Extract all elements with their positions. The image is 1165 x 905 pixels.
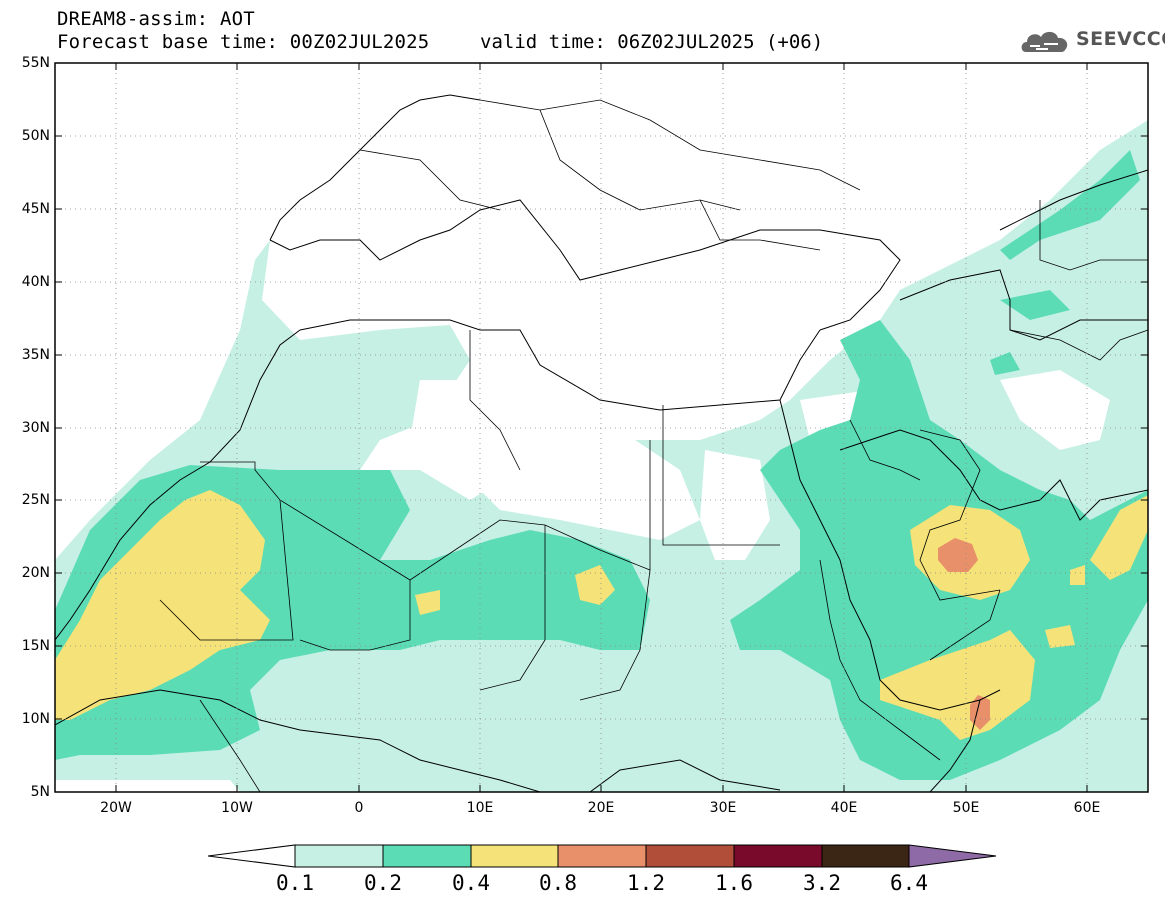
lon-label: 60E bbox=[1073, 800, 1101, 816]
lat-label: 55N bbox=[21, 55, 50, 71]
lat-label: 5N bbox=[30, 784, 50, 800]
colorbar-label: 1.6 bbox=[715, 871, 753, 895]
axis-ticks bbox=[55, 62, 1148, 792]
lon-label: 30E bbox=[709, 800, 737, 816]
colorbar-label: 0.4 bbox=[452, 871, 490, 895]
logo-text: SEEVCCC bbox=[1076, 28, 1165, 50]
lat-label: 25N bbox=[21, 492, 50, 508]
lat-label: 45N bbox=[21, 201, 50, 217]
lat-label: 50N bbox=[21, 128, 50, 144]
lon-label: 10W bbox=[221, 800, 253, 816]
lat-label: 15N bbox=[21, 638, 50, 654]
colorbar-under-arrow bbox=[207, 844, 296, 868]
colorbar-label: 0.1 bbox=[276, 871, 314, 895]
colorbar-box-5 bbox=[645, 844, 735, 868]
lat-label: 35N bbox=[21, 347, 50, 363]
lon-label: 10E bbox=[466, 800, 494, 816]
lat-label: 40N bbox=[21, 274, 50, 290]
cloud-icon bbox=[1021, 31, 1068, 52]
colorbar-over-arrow bbox=[908, 844, 997, 868]
colorbar-box-4 bbox=[557, 844, 647, 868]
colorbar bbox=[207, 844, 997, 868]
seevccc-logo: SEEVCCC bbox=[1018, 24, 1165, 60]
colorbar-label: 0.8 bbox=[539, 871, 577, 895]
lon-label: 20W bbox=[100, 800, 132, 816]
lat-label: 30N bbox=[21, 420, 50, 436]
map-title: DREAM8-assim: AOT bbox=[57, 8, 255, 30]
colorbar-label: 6.4 bbox=[890, 871, 928, 895]
graticule bbox=[55, 63, 1148, 792]
lon-label: 40E bbox=[830, 800, 858, 816]
lat-label: 20N bbox=[21, 565, 50, 581]
colorbar-label: 3.2 bbox=[803, 871, 841, 895]
lat-label: 10N bbox=[21, 711, 50, 727]
coastlines bbox=[55, 94, 1148, 792]
colorbar-label: 1.2 bbox=[627, 871, 665, 895]
forecast-base-time: Forecast base time: 00Z02JUL2025 bbox=[57, 31, 430, 53]
colorbar-box-1 bbox=[294, 844, 384, 868]
colorbar-box-6 bbox=[733, 844, 823, 868]
colorbar-label: 0.2 bbox=[364, 871, 402, 895]
lon-label: 50E bbox=[952, 800, 980, 816]
lon-label: 0 bbox=[354, 800, 364, 816]
valid-time: valid time: 06Z02JUL2025 (+06) bbox=[480, 31, 824, 53]
colorbar-box-3 bbox=[470, 844, 559, 868]
colorbar-box-2 bbox=[382, 844, 472, 868]
country-borders bbox=[159, 99, 1148, 792]
lon-label: 20E bbox=[587, 800, 615, 816]
colorbar-box-7 bbox=[821, 844, 910, 868]
